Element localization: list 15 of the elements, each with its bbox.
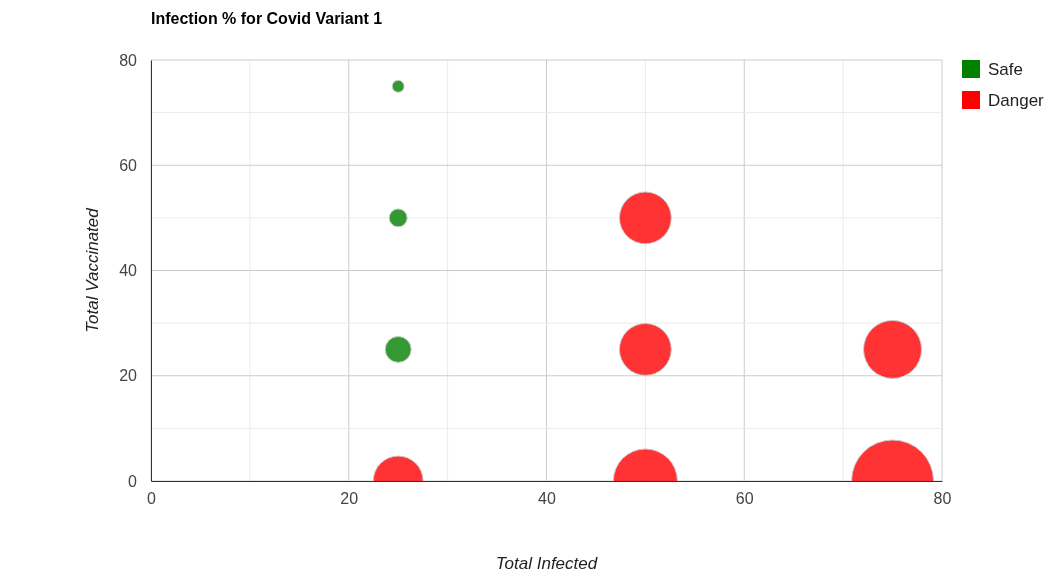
x-tick-label: 40 bbox=[538, 490, 556, 508]
chart-title: Infection % for Covid Variant 1 bbox=[151, 10, 383, 27]
x-tick-label: 80 bbox=[933, 490, 952, 508]
legend-label: Safe bbox=[988, 60, 1023, 79]
x-tick-label: 0 bbox=[147, 490, 157, 508]
y-tick-label: 80 bbox=[119, 51, 138, 69]
y-tick-label: 20 bbox=[119, 367, 138, 385]
x-axis-title: Total Infected bbox=[495, 554, 598, 573]
legend-label: Danger bbox=[988, 91, 1045, 110]
y-tick-label: 40 bbox=[119, 262, 138, 280]
y-tick-label: 0 bbox=[128, 472, 138, 490]
x-tick-label: 20 bbox=[340, 490, 359, 508]
x-tick-label: 60 bbox=[735, 490, 754, 508]
y-axis-title: Total Vaccinated bbox=[83, 207, 102, 333]
y-tick-label: 60 bbox=[119, 156, 138, 174]
